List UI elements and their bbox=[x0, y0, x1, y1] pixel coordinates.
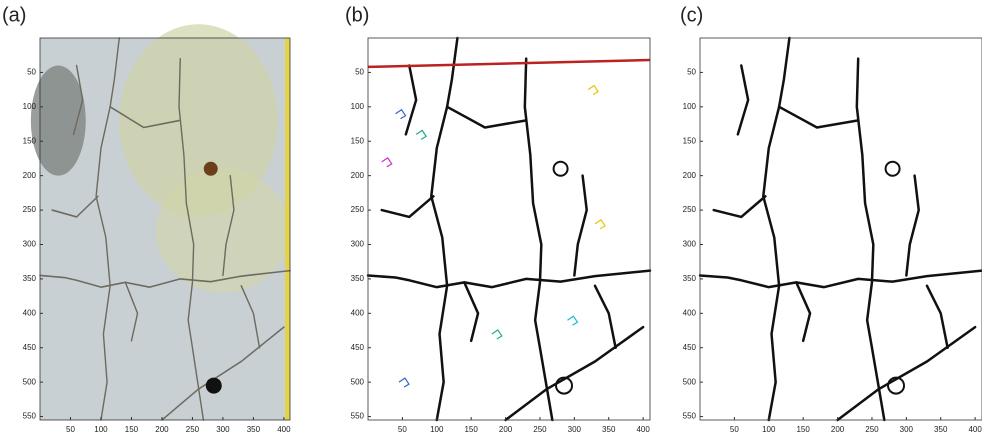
y-tick-label: 150 bbox=[23, 136, 37, 145]
red-line bbox=[367, 58, 651, 69]
axes-frame bbox=[699, 37, 982, 421]
x-tick-label: 350 bbox=[602, 425, 616, 434]
y-tick-label: 100 bbox=[23, 102, 37, 111]
axes-frame bbox=[39, 37, 291, 421]
y-tick-label: 50 bbox=[27, 68, 36, 77]
hole bbox=[887, 376, 906, 395]
y-tick-label: 350 bbox=[683, 274, 697, 283]
x-tick-label: 200 bbox=[499, 425, 513, 434]
y-tick-label: 400 bbox=[351, 308, 365, 317]
hole bbox=[552, 160, 569, 177]
x-tick-label: 250 bbox=[865, 425, 879, 434]
y-tick-label: 500 bbox=[683, 377, 697, 386]
x-tick-label: 400 bbox=[636, 425, 650, 434]
image bbox=[698, 36, 982, 422]
stain bbox=[155, 168, 290, 293]
y-tick-label: 350 bbox=[23, 274, 37, 283]
y-tick-label: 200 bbox=[683, 171, 697, 180]
y-tick-label: 450 bbox=[683, 343, 697, 352]
y-tick-label: 500 bbox=[23, 377, 37, 386]
x-tick-label: 250 bbox=[186, 425, 200, 434]
y-tick-label: 150 bbox=[351, 136, 365, 145]
x-tick-label: 250 bbox=[533, 425, 547, 434]
y-tick-label: 250 bbox=[23, 205, 37, 214]
edge-fragment bbox=[587, 84, 599, 96]
x-tick-label: 200 bbox=[155, 425, 169, 434]
y-tick-label: 50 bbox=[687, 68, 696, 77]
y-tick-label: 300 bbox=[683, 240, 697, 249]
y-tick-label: 450 bbox=[351, 343, 365, 352]
x-tick-label: 150 bbox=[464, 425, 478, 434]
y-tick-label: 200 bbox=[351, 171, 365, 180]
edge-fragment bbox=[415, 129, 427, 140]
edge-fragment bbox=[567, 315, 579, 326]
x-tick-label: 100 bbox=[430, 425, 444, 434]
image bbox=[366, 36, 652, 422]
x-tick-label: 300 bbox=[216, 425, 230, 434]
x-tick-label: 400 bbox=[968, 425, 982, 434]
y-tick-label: 550 bbox=[683, 412, 697, 421]
x-tick-label: 350 bbox=[934, 425, 948, 434]
hole bbox=[203, 161, 218, 176]
x-tick-label: 300 bbox=[568, 425, 582, 434]
image-background bbox=[700, 38, 982, 420]
y-tick-label: 100 bbox=[683, 102, 697, 111]
panel-label: (c) bbox=[680, 4, 703, 26]
edge-fragment bbox=[381, 157, 393, 168]
y-tick-label: 200 bbox=[23, 171, 37, 180]
y-tick-label: 400 bbox=[23, 308, 37, 317]
x-tick-label: 150 bbox=[125, 425, 139, 434]
image-background bbox=[368, 38, 650, 420]
edge-fragment bbox=[395, 108, 407, 120]
y-tick-label: 100 bbox=[351, 102, 365, 111]
dark-patch bbox=[30, 65, 86, 176]
hole bbox=[205, 377, 222, 394]
y-tick-label: 300 bbox=[23, 240, 37, 249]
x-tick-label: 50 bbox=[66, 425, 75, 434]
y-tick-label: 350 bbox=[351, 274, 365, 283]
edge-fragment bbox=[398, 377, 410, 388]
x-tick-label: 150 bbox=[796, 425, 810, 434]
panel-label: (b) bbox=[345, 4, 369, 26]
x-tick-label: 100 bbox=[94, 425, 108, 434]
stain bbox=[119, 24, 278, 217]
y-tick-label: 550 bbox=[23, 412, 37, 421]
y-tick-label: 150 bbox=[683, 136, 697, 145]
y-tick-label: 450 bbox=[23, 343, 37, 352]
yellow-strip bbox=[285, 38, 290, 420]
y-tick-label: 50 bbox=[355, 68, 364, 77]
panel: (a) 50 100 150 200 250 300 350 400 450 500 550 50 100… bbox=[2, 4, 291, 434]
edge-fragment bbox=[594, 219, 606, 230]
x-tick-label: 100 bbox=[762, 425, 776, 434]
panel: (c) 50 100 150 200 250 300 350 400 450 500 550 50 100… bbox=[680, 4, 982, 434]
x-tick-label: 200 bbox=[831, 425, 845, 434]
x-tick-label: 50 bbox=[730, 425, 739, 434]
hole bbox=[884, 160, 901, 177]
x-tick-label: 300 bbox=[900, 425, 914, 434]
y-tick-label: 500 bbox=[351, 377, 365, 386]
y-tick-label: 250 bbox=[683, 205, 697, 214]
y-tick-label: 300 bbox=[351, 240, 365, 249]
y-tick-label: 400 bbox=[683, 308, 697, 317]
image bbox=[30, 24, 291, 421]
axes-frame bbox=[367, 37, 651, 421]
x-tick-label: 350 bbox=[247, 425, 261, 434]
x-tick-label: 50 bbox=[398, 425, 407, 434]
hole bbox=[555, 376, 574, 395]
panel: (b) 50 100 150 200 250 300 350 400 450 500 550 50 100… bbox=[345, 4, 652, 434]
edge-fragment bbox=[491, 329, 503, 340]
y-tick-label: 550 bbox=[351, 412, 365, 421]
x-tick-label: 400 bbox=[277, 425, 291, 434]
y-tick-label: 250 bbox=[351, 205, 365, 214]
panel-label: (a) bbox=[2, 4, 26, 26]
